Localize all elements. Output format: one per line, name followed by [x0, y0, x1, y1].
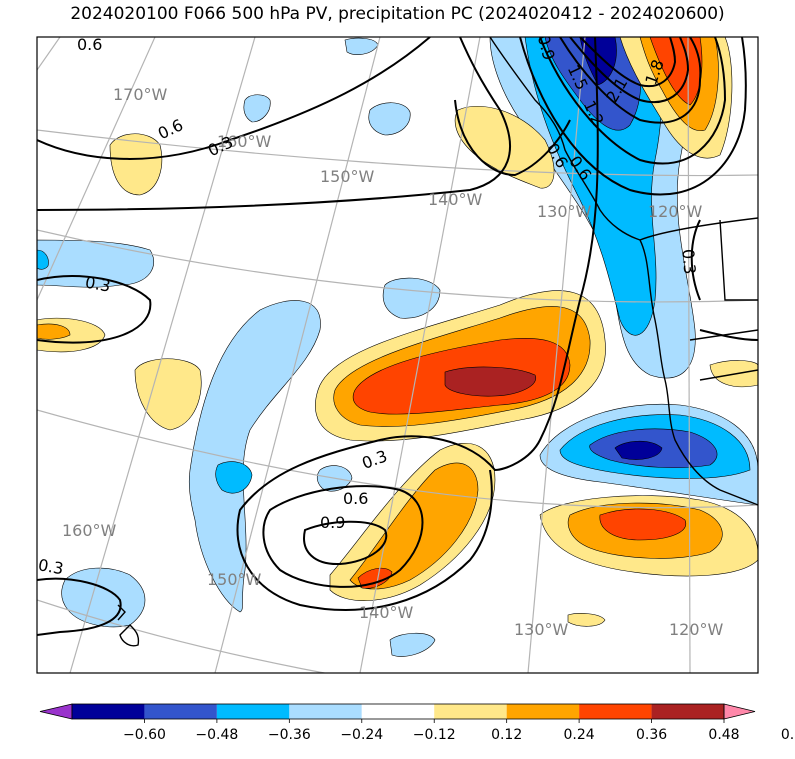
colorbar-tick-label: −0.12	[413, 727, 456, 743]
longitude-labels: 170°W 160°W 150°W 140°W 130°W 120°W 160°…	[62, 85, 724, 639]
graticule	[37, 37, 758, 673]
map-panel: 170°W 160°W 150°W 140°W 130°W 120°W 160°…	[37, 35, 758, 673]
contour-label: 0.6	[77, 35, 102, 54]
map-frame	[36, 36, 759, 674]
colorbar-tick-label: −0.48	[195, 727, 238, 743]
colorbar-tick-label: −0.24	[340, 727, 383, 743]
colorbar-segment	[216, 704, 290, 719]
lon-label-120w-bottom: 120°W	[669, 620, 724, 639]
contour-label: 0.9	[320, 513, 345, 532]
contour-label: 0.3	[678, 248, 699, 275]
map-title: 2024020100 F066 500 hPa PV, precipitatio…	[70, 4, 725, 24]
lon-label-140w-top: 140°W	[428, 190, 483, 209]
lon-label-140w-bottom: 140°W	[359, 603, 414, 622]
colorbar: −0.60 −0.48 −0.36 −0.24 −0.12 0.12 0.24 0.36 0.4…	[39, 703, 795, 743]
lon-label-130w-top: 130°W	[537, 202, 592, 221]
colorbar-tick-label: −0.36	[268, 727, 311, 743]
colorbar-segment	[651, 704, 724, 719]
lon-label-160w-top: 160°W	[217, 132, 272, 151]
colorbar-segment	[361, 704, 435, 719]
lon-label-150w-bottom: 150°W	[207, 570, 262, 589]
colorbar-tick-label: 0.24	[564, 727, 595, 743]
colorbar-extend-high	[723, 703, 756, 720]
lon-label-130w-bottom: 130°W	[514, 620, 569, 639]
lon-label-170w-top: 170°W	[113, 85, 168, 104]
lon-label-150w-top: 150°W	[320, 167, 375, 186]
contour-label: 0.3	[84, 273, 112, 296]
contour-label: 0.3	[37, 555, 65, 578]
pv-contours	[37, 37, 758, 636]
colorbar-tick-label: −0.60	[123, 727, 166, 743]
colorbar-tick-label: 0.60	[781, 727, 795, 743]
colorbar-tick-label: 0.12	[491, 727, 522, 743]
colorbar-frame	[71, 703, 725, 720]
lon-label-120w-top: 120°W	[648, 202, 703, 221]
lon-label-160w-bottom: 160°W	[62, 521, 117, 540]
colorbar-segment	[289, 704, 362, 719]
contour-label: 0.6	[343, 489, 368, 508]
colorbar-tick-label: 0.36	[636, 727, 667, 743]
colorbar-segment	[434, 704, 507, 719]
colorbar-tick-label: 0.48	[708, 727, 739, 743]
colorbar-segment	[72, 704, 145, 719]
colorbar-segment	[579, 704, 652, 719]
colorbar-segment	[506, 704, 580, 719]
colorbar-segment	[144, 704, 217, 719]
colorbar-extend-low	[39, 703, 73, 720]
